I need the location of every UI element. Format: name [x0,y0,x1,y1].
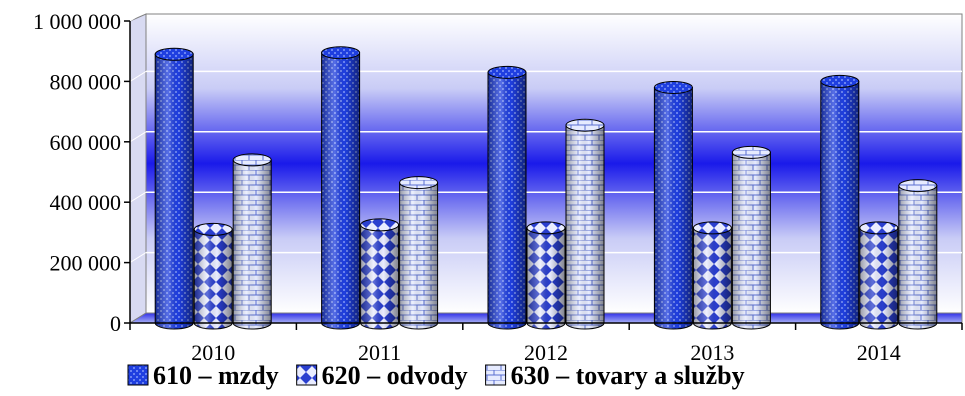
side-wall [129,13,147,324]
bar [526,221,566,330]
bar [731,145,771,330]
bar [360,218,400,330]
gridline-side [129,10,147,22]
bar [898,179,938,330]
bar [232,153,272,330]
bar-shade [859,227,898,329]
bar-top [360,218,400,232]
bar-top [898,179,938,193]
y-axis: 0 200 000 400 000 600 000 800 000 1 000 000 [33,9,131,336]
legend-item: 630 – tovary a služby [485,361,745,390]
legend-label: 610 – mzdy [153,361,279,390]
bar [154,47,194,330]
legend-swatch [127,364,149,386]
bar [859,221,899,330]
bar-top [193,222,233,236]
gridline-side [129,191,147,203]
bar-shade [693,227,732,329]
x-axis: 2010 2011 2012 2013 2014 [129,322,963,365]
bar-shade [399,182,438,329]
y-tick-label: 600 000 [50,130,122,155]
x-tick-label: 2013 [690,340,734,365]
bar-top [565,118,605,132]
gridline-side [129,70,147,82]
legend-item: 620 – odvody [296,361,468,390]
legend-label: 630 – tovary a služby [511,361,745,390]
y-tick-label: 200 000 [50,251,122,276]
x-tick-label: 2012 [524,340,568,365]
y-tick-label: 800 000 [50,69,122,94]
bar-shade [488,72,526,329]
y-tick-label: 400 000 [50,190,122,215]
bar-shade [194,229,233,329]
bar-shade [155,54,194,329]
legend-label: 620 – odvody [322,361,468,390]
bar [692,221,732,330]
legend-swatch [485,364,507,386]
bar-top [653,80,693,94]
bar-shade [321,52,360,330]
bar-top [487,65,527,79]
y-tick-label: 1 000 000 [33,9,121,34]
bar-top [731,145,771,159]
bar-top [154,47,194,61]
bar-shade [233,159,272,329]
bar-shade [654,87,693,329]
legend-item: 610 – mzdy [127,361,279,390]
bar-top [526,221,566,235]
legend: 610 – mzdy 620 – odvody 630 – tovary a slu… [127,361,745,390]
bar-top [321,46,361,60]
x-tick-label: 2014 [857,340,901,365]
bars [154,46,938,330]
gridline-side [129,131,147,143]
bar [193,222,233,330]
bar-shade [360,224,399,329]
gridline-side [129,252,147,264]
bar-top [232,153,272,167]
bar [321,46,361,330]
legend-swatch [296,364,318,386]
bar-top [820,74,860,88]
bar-shade [566,125,604,329]
bar-shade [527,227,565,329]
bar [487,65,527,330]
bar [653,80,693,330]
y-tick-label: 0 [110,311,121,336]
bar-top [399,176,439,190]
bar-shade [898,185,937,329]
x-tick-label: 2010 [191,340,235,365]
bar [820,74,860,330]
bar-shade [820,81,859,330]
x-tick-label: 2011 [358,340,401,365]
bar-top [859,221,899,235]
bar [399,176,439,330]
bar-shade [732,152,771,329]
bar [565,118,605,330]
bar-top [692,221,732,235]
